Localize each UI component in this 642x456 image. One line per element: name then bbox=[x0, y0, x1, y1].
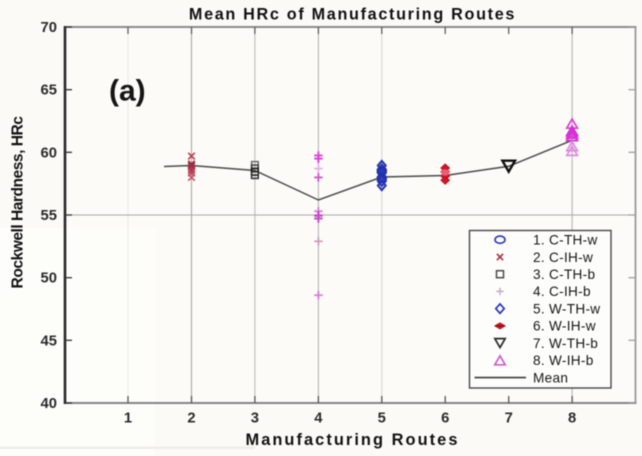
svg-text:Manufacturing Routes: Manufacturing Routes bbox=[245, 431, 459, 449]
svg-text:65: 65 bbox=[41, 83, 57, 99]
svg-text:40: 40 bbox=[41, 396, 57, 412]
svg-text:4: 4 bbox=[314, 411, 323, 427]
svg-text:60: 60 bbox=[41, 145, 57, 161]
svg-text:3: 3 bbox=[251, 411, 259, 427]
svg-text:6: 6 bbox=[441, 411, 449, 427]
svg-text:5. W-TH-w: 5. W-TH-w bbox=[533, 301, 600, 316]
svg-text:(a): (a) bbox=[109, 75, 146, 108]
svg-text:50: 50 bbox=[41, 271, 57, 287]
svg-text:6. W-IH-w: 6. W-IH-w bbox=[533, 319, 596, 334]
svg-text:8. W-IH-b: 8. W-IH-b bbox=[533, 353, 594, 368]
svg-text:45: 45 bbox=[41, 333, 57, 349]
svg-text:Rockwell Hardness, HRc: Rockwell Hardness, HRc bbox=[10, 116, 27, 289]
svg-text:Mean HRc of Manufacturing Rout: Mean HRc of Manufacturing Routes bbox=[189, 6, 516, 24]
svg-text:2: 2 bbox=[187, 411, 195, 427]
svg-text:70: 70 bbox=[41, 20, 57, 36]
svg-text:7: 7 bbox=[505, 411, 513, 427]
svg-text:1. C-TH-w: 1. C-TH-w bbox=[533, 233, 598, 248]
svg-text:2. C-IH-w: 2. C-IH-w bbox=[533, 250, 593, 265]
svg-text:Mean: Mean bbox=[533, 370, 568, 385]
svg-text:55: 55 bbox=[41, 208, 57, 224]
svg-text:1: 1 bbox=[124, 411, 132, 427]
svg-text:4. C-IH-b: 4. C-IH-b bbox=[533, 284, 591, 299]
svg-text:5: 5 bbox=[378, 411, 386, 427]
svg-text:3. C-TH-b: 3. C-TH-b bbox=[533, 267, 595, 282]
svg-text:7. W-TH-b: 7. W-TH-b bbox=[533, 336, 598, 351]
svg-text:8: 8 bbox=[568, 411, 576, 427]
